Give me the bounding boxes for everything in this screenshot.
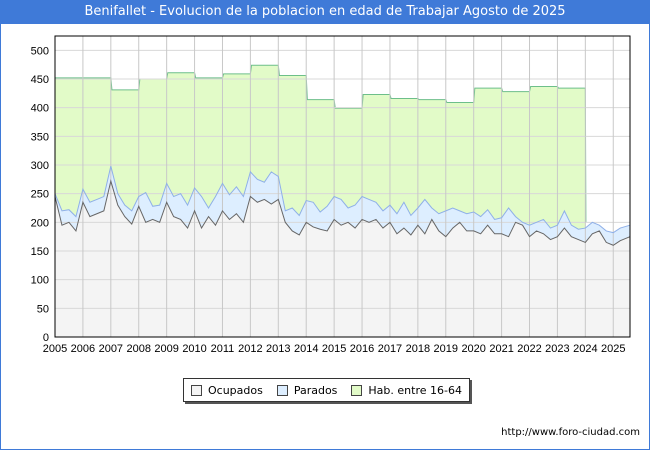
legend-label: Hab. entre 16-64 [368, 383, 462, 397]
y-tick-label: 500 [31, 45, 49, 57]
y-tick-label: 450 [31, 74, 49, 86]
legend-label: Parados [293, 383, 338, 397]
chart-title: Benifallet - Evolucion de la poblacion e… [0, 0, 650, 24]
ocupados-area [55, 181, 630, 337]
x-tick-label: 2007 [99, 343, 123, 355]
x-tick-label: 2024 [573, 343, 597, 355]
y-tick-label: 350 [31, 131, 49, 143]
legend-label: Ocupados [207, 383, 263, 397]
parados-line [54, 166, 631, 234]
y-tick-label: 250 [31, 189, 49, 201]
x-tick-label: 2012 [238, 343, 262, 355]
legend-item-hab: Hab. entre 16-64 [351, 384, 462, 397]
x-tick-label: 2008 [126, 343, 150, 355]
x-tick-label: 2013 [266, 343, 290, 355]
ocupados-line [54, 179, 631, 246]
x-tick-label: 2005 [43, 343, 67, 355]
x-tick-label: 2011 [211, 343, 235, 355]
x-tick-label: 2023 [545, 343, 569, 355]
x-tick-label: 2021 [489, 343, 513, 355]
plot-border [54, 35, 631, 338]
legend: Ocupados Parados Hab. entre 16-64 [183, 378, 470, 402]
x-tick-label: 2022 [517, 343, 541, 355]
legend-item-ocupados: Ocupados [190, 383, 263, 397]
y-tick-label: 100 [31, 275, 49, 287]
y-tick-label: 150 [31, 246, 49, 258]
x-tick-label: 2019 [434, 343, 458, 355]
x-tick-label: 2009 [154, 343, 178, 355]
x-tick-label: 2017 [378, 343, 402, 355]
legend-swatch-hab [351, 384, 363, 396]
y-tick-label: 200 [31, 217, 49, 229]
x-tick-label: 2016 [350, 343, 374, 355]
y-tick-label: 400 [31, 103, 49, 115]
legend-swatch-ocupados [190, 384, 202, 396]
y-tick-label: 300 [31, 160, 49, 172]
y-tick-label: 0 [43, 332, 49, 344]
x-tick-label: 2010 [182, 343, 206, 355]
x-tick-label: 2020 [461, 343, 485, 355]
x-tick-label: 2006 [71, 343, 95, 355]
x-tick-label: 2014 [294, 343, 318, 355]
hab-line [55, 64, 587, 223]
x-tick-label: 2015 [322, 343, 346, 355]
x-tick-label: 2018 [406, 343, 430, 355]
legend-swatch-parados [276, 384, 288, 396]
footer-url[interactable]: http://www.foro-ciudad.com [501, 427, 640, 438]
legend-item-parados: Parados [276, 383, 338, 397]
x-tick-label: 2025 [601, 343, 625, 355]
y-tick-label: 50 [37, 303, 49, 315]
